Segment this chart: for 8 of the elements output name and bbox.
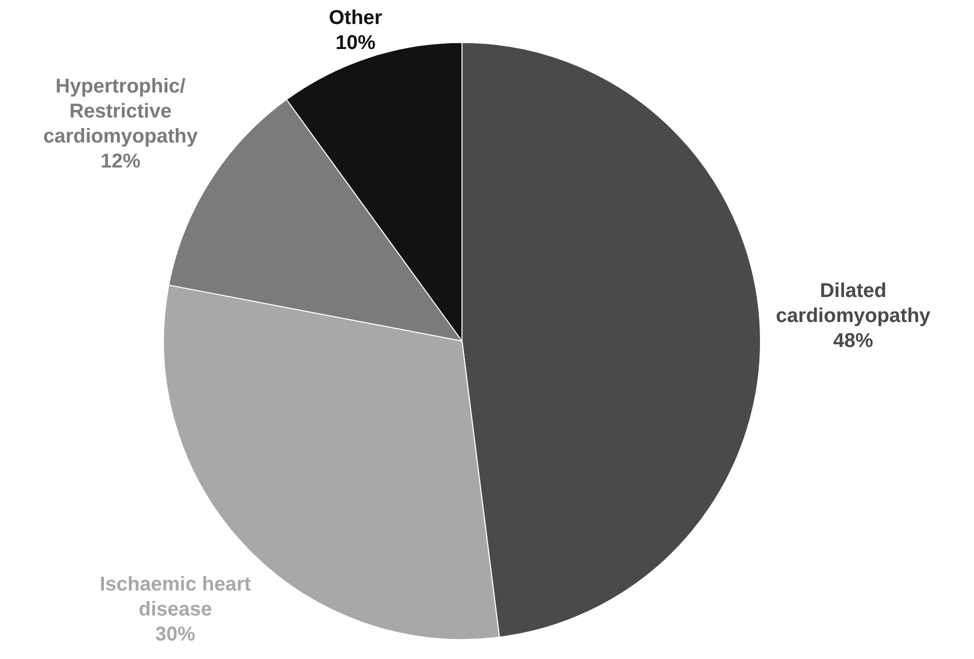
data-label: 30% bbox=[155, 624, 196, 646]
slice-label: Other bbox=[328, 7, 382, 30]
slice-label: Hypertrophic/Restrictive cardiomyopathy bbox=[43, 75, 199, 148]
slice-label: Dilated cardiomyopathy bbox=[776, 280, 932, 327]
slice-label: Ischaemic heart disease bbox=[100, 574, 252, 621]
data-label: 10% bbox=[336, 32, 376, 54]
data-label: 12% bbox=[100, 150, 141, 172]
data-label: 48% bbox=[833, 330, 874, 352]
